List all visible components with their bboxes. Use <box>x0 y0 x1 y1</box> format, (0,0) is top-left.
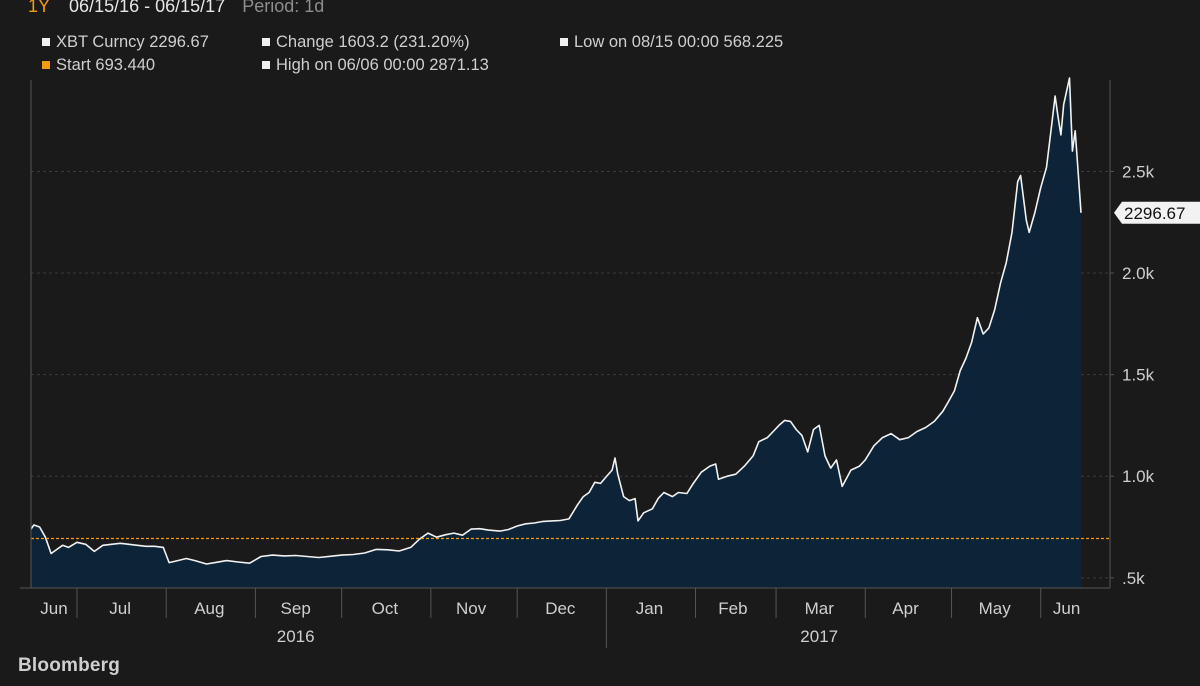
y-tick-label: 2.0k <box>1122 264 1155 283</box>
legend-swatch-white <box>42 38 50 46</box>
x-tick-label: Sep <box>281 599 311 618</box>
x-tick-label: Jun <box>1053 599 1080 618</box>
price-area <box>31 78 1081 588</box>
legend-security-label: XBT Curncy 2296.67 <box>56 33 209 51</box>
x-tick-label: May <box>979 599 1012 618</box>
legend-start: Start 693.440 <box>42 55 155 75</box>
x-tick-label: Aug <box>194 599 224 618</box>
legend-low: Low on 08/15 00:00 568.225 <box>560 32 783 52</box>
x-tick-label: Mar <box>805 599 835 618</box>
legend-change-label: Change 1603.2 (231.20%) <box>276 33 470 51</box>
last-value-tag <box>1114 201 1200 224</box>
period-label[interactable]: Period: 1d <box>242 0 325 16</box>
last-value-label: 2296.67 <box>1124 204 1185 223</box>
x-tick-label: Nov <box>456 599 487 618</box>
y-tick-label: 1.0k <box>1122 467 1155 486</box>
price-line <box>30 77 1082 565</box>
legend-swatch-orange <box>42 61 50 69</box>
y-tick-label: .5k <box>1122 569 1145 588</box>
date-range[interactable]: 06/15/16 - 06/15/17 <box>69 0 226 16</box>
legend-swatch-white <box>262 38 270 46</box>
x-tick-label: Jan <box>636 599 663 618</box>
bloomberg-logo: Bloomberg <box>18 655 121 676</box>
year-label: 2017 <box>800 627 838 646</box>
legend-start-label: Start 693.440 <box>56 56 156 74</box>
legend-high: High on 06/06 00:00 2871.13 <box>262 55 489 75</box>
x-tick-label: Jul <box>109 599 131 618</box>
x-tick-label: Oct <box>372 599 399 618</box>
legend-security: XBT Curncy 2296.67 <box>42 32 209 52</box>
y-tick-label: 2.5k <box>1122 162 1155 181</box>
legend-change: Change 1603.2 (231.20%) <box>262 32 470 52</box>
x-tick-label: Apr <box>892 599 919 618</box>
x-tick-label: Jun <box>40 599 67 618</box>
legend-swatch-white <box>262 61 270 69</box>
x-tick-label: Feb <box>718 599 747 618</box>
range-button[interactable]: 1Y <box>28 0 51 16</box>
legend-swatch-white <box>560 38 568 46</box>
legend-low-label: Low on 08/15 00:00 568.225 <box>574 33 784 51</box>
legend-high-label: High on 06/06 00:00 2871.13 <box>276 56 489 74</box>
x-tick-label: Dec <box>545 599 576 618</box>
y-tick-label: 1.5k <box>1122 366 1155 385</box>
chart-header: 1Y 06/15/16 - 06/15/17 Period: 1d <box>28 0 324 17</box>
year-label: 2016 <box>277 627 315 646</box>
